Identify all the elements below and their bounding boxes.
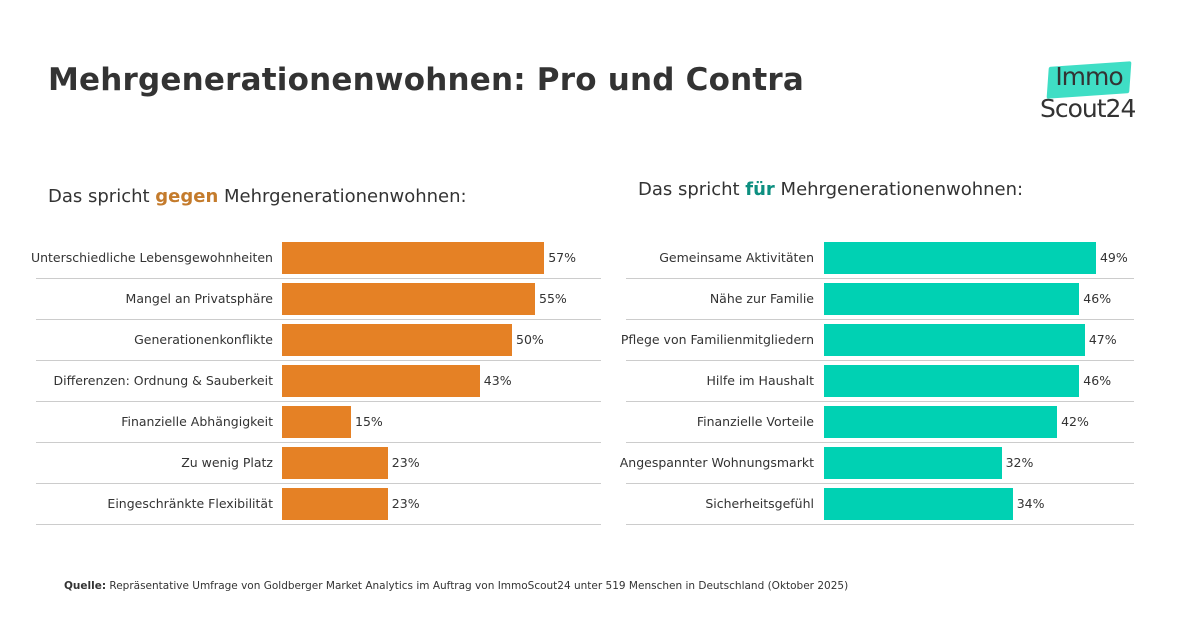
category-label: Sicherheitsgefühl bbox=[705, 496, 814, 511]
value-label: 57% bbox=[548, 250, 576, 265]
category-label: Finanzielle Abhängigkeit bbox=[121, 414, 273, 429]
immoscout24-logo: Immo Scout24 bbox=[1036, 61, 1146, 128]
contra-title-highlight: gegen bbox=[155, 186, 219, 207]
pro-bar bbox=[824, 324, 1085, 356]
contra-bar bbox=[282, 488, 388, 520]
pro-title-suffix: Mehrgenerationenwohnen: bbox=[774, 179, 1024, 200]
contra-title-suffix: Mehrgenerationenwohnen: bbox=[218, 186, 467, 207]
contra-bar bbox=[282, 365, 480, 397]
pro-title-highlight: für bbox=[745, 179, 775, 200]
category-label: Pflege von Familienmitgliedern bbox=[620, 332, 814, 347]
pro-bar-row: Nähe zur Familie 46% bbox=[626, 279, 1134, 320]
pro-bar-row: Angespannter Wohnungsmarkt 32% bbox=[620, 443, 1134, 484]
value-label: 43% bbox=[483, 373, 512, 388]
category-label: Gemeinsame Aktivitäten bbox=[659, 250, 814, 265]
logo-text-immo: Immo bbox=[1055, 62, 1123, 91]
pro-chart-title: Das spricht für Mehrgenerationenwohnen: bbox=[638, 179, 1023, 200]
value-label: 23% bbox=[391, 496, 420, 511]
page-title: Mehrgenerationenwohnen: Pro und Contra bbox=[48, 62, 804, 98]
contra-bar-row: Zu wenig Platz 23% bbox=[36, 443, 601, 484]
value-label: 15% bbox=[355, 414, 383, 429]
contra-bar-row: Mangel an Privatsphäre 55% bbox=[36, 279, 601, 320]
pro-bar bbox=[824, 406, 1058, 438]
contra-chart-title: Das spricht gegen Mehrgenerationenwohnen… bbox=[48, 186, 467, 207]
pro-bar-row: Pflege von Familienmitgliedern 47% bbox=[621, 320, 1134, 361]
category-label: Finanzielle Vorteile bbox=[696, 414, 814, 429]
source-text: Repräsentative Umfrage von Goldberger Ma… bbox=[109, 580, 849, 592]
category-label: Nähe zur Familie bbox=[709, 291, 814, 306]
pro-bar bbox=[824, 283, 1080, 315]
logo-text-scout24: Scout24 bbox=[1040, 94, 1136, 123]
category-label: Zu wenig Platz bbox=[181, 455, 273, 470]
contra-bar bbox=[282, 447, 388, 479]
source-label: Quelle: bbox=[64, 580, 107, 592]
value-label: 55% bbox=[539, 291, 567, 306]
contra-title-prefix: Das spricht bbox=[48, 186, 156, 207]
category-label: Generationenkonflikte bbox=[134, 332, 273, 347]
category-label: Mangel an Privatsphäre bbox=[125, 291, 273, 306]
pro-bar bbox=[824, 488, 1013, 520]
value-label: 32% bbox=[1005, 455, 1034, 470]
contra-bar bbox=[282, 283, 535, 315]
contra-bar bbox=[282, 406, 351, 438]
category-label: Differenzen: Ordnung & Sauberkeit bbox=[53, 373, 273, 388]
value-label: 46% bbox=[1083, 291, 1112, 306]
contra-bar-row: Generationenkonflikte 50% bbox=[36, 320, 601, 361]
contra-bar bbox=[282, 242, 545, 274]
contra-bar bbox=[282, 324, 512, 356]
contra-bar-chart: Unterschiedliche Lebensgewohnheiten 57% Ma… bbox=[31, 238, 601, 525]
contra-bar-row: Differenzen: Ordnung & Sauberkeit 43% bbox=[36, 361, 601, 402]
value-label: 34% bbox=[1016, 496, 1045, 511]
contra-bar-row: Unterschiedliche Lebensgewohnheiten 57% bbox=[31, 238, 601, 279]
pro-bar-row: Gemeinsame Aktivitäten 49% bbox=[626, 238, 1134, 279]
pro-bar bbox=[824, 447, 1002, 479]
value-label: 23% bbox=[391, 455, 420, 470]
contra-bar-row: Eingeschränkte Flexibilität 23% bbox=[36, 484, 601, 525]
category-label: Hilfe im Haushalt bbox=[706, 373, 814, 388]
pro-title-prefix: Das spricht bbox=[638, 179, 746, 200]
pro-bar-chart: Gemeinsame Aktivitäten 49% Nähe zur Famili… bbox=[620, 238, 1134, 525]
contra-bar-row: Finanzielle Abhängigkeit 15% bbox=[36, 402, 601, 443]
source-note: Quelle: Repräsentative Umfrage von Goldb… bbox=[64, 580, 848, 592]
value-label: 49% bbox=[1099, 250, 1128, 265]
category-label: Unterschiedliche Lebensgewohnheiten bbox=[30, 250, 273, 265]
category-label: Angespannter Wohnungsmarkt bbox=[619, 455, 814, 470]
value-label: 50% bbox=[516, 332, 544, 347]
value-label: 42% bbox=[1061, 414, 1089, 429]
category-label: Eingeschränkte Flexibilität bbox=[107, 496, 273, 511]
pro-bar-row: Sicherheitsgefühl 34% bbox=[626, 484, 1134, 525]
pro-bar bbox=[824, 365, 1080, 397]
pro-bar-row: Hilfe im Haushalt 46% bbox=[626, 361, 1134, 402]
pro-bar bbox=[824, 242, 1096, 274]
pro-bar-row: Finanzielle Vorteile 42% bbox=[626, 402, 1134, 443]
value-label: 46% bbox=[1083, 373, 1112, 388]
value-label: 47% bbox=[1088, 332, 1117, 347]
